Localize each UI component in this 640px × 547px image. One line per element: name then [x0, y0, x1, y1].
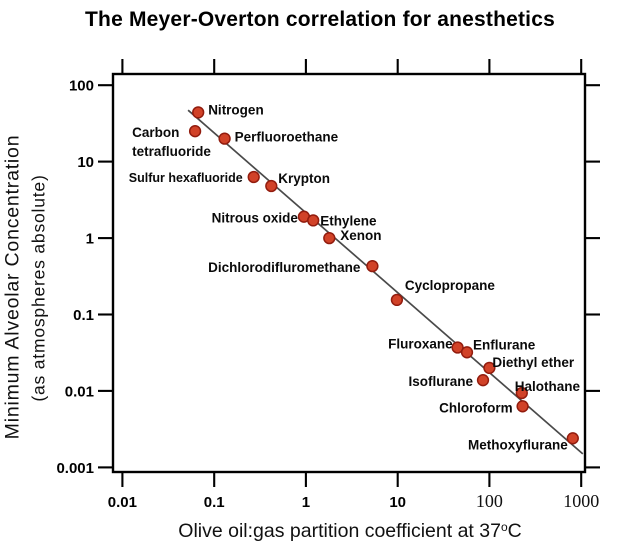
data-point-xenon [323, 231, 336, 245]
point-label-isoflurane: Isoflurane [408, 374, 473, 389]
x-axis-title-text: Olive oil:gas partition coefficient at 3… [178, 520, 501, 542]
data-point-sulfur-hexafluoride [247, 170, 260, 184]
x-axis-title: Olive oil:gas partition coefficient at 3… [110, 520, 590, 543]
x-tick-label-0-1: 0.1 [204, 494, 225, 511]
point-label-ethylene: Ethylene [320, 213, 377, 228]
y-tick-label-1: 1 [86, 231, 94, 248]
point-label-fluroxane: Fluroxane [388, 337, 453, 352]
x-tick-label-100: 100 [476, 491, 503, 511]
data-point-chloroform [516, 400, 529, 413]
data-point-cyclopropane [390, 293, 404, 307]
point-label-krypton: Krypton [278, 171, 330, 186]
point-label-carbon-tetrafluoride: Carbon [132, 125, 179, 140]
degree-symbol: o [500, 520, 508, 534]
point-label-methoxyflurane: Methoxyflurane [468, 437, 568, 452]
point-label-carbon-tetrafluoride: tetrafluoride [132, 144, 211, 159]
x-tick-label-1000: 1000 [563, 491, 599, 511]
data-point-isoflurane [476, 374, 490, 387]
y-tick-label-10: 10 [77, 154, 94, 171]
x-axis-title-unit: C [507, 520, 522, 542]
data-point-carbon-tetrafluoride [188, 125, 202, 138]
point-label-perfluoroethane: Perfluoroethane [235, 130, 339, 145]
point-label-nitrous-oxide: Nitrous oxide [212, 211, 299, 226]
data-point-dichlorodifluromethane [366, 259, 379, 273]
data-point-krypton [265, 179, 278, 193]
x-tick-label-1: 1 [302, 494, 310, 511]
point-label-dichlorodifluromethane: Dichlorodifluromethane [208, 260, 361, 275]
point-label-halothane: Halothane [515, 379, 581, 394]
y-tick-label-0-01: 0.01 [65, 383, 94, 400]
data-point-fluroxane [451, 341, 464, 354]
y-tick-label-100: 100 [69, 78, 94, 95]
data-point-diethyl-ether [483, 361, 496, 375]
data-point-enflurane [460, 346, 474, 359]
y-tick-label-0-1: 0.1 [73, 307, 94, 324]
chart-title: The Meyer-Overton correlation for anesth… [85, 8, 555, 31]
x-tick-label-10: 10 [389, 494, 406, 511]
point-label-chloroform: Chloroform [439, 400, 513, 415]
data-point-ethylene [307, 214, 320, 227]
data-point-nitrogen [192, 106, 205, 119]
x-tick-label-0-01: 0.01 [108, 494, 137, 511]
point-label-cyclopropane: Cyclopropane [405, 278, 496, 293]
data-point-perfluoroethane [218, 132, 231, 145]
point-label-xenon: Xenon [340, 228, 381, 243]
data-point-methoxyflurane [566, 432, 579, 445]
point-label-enflurane: Enflurane [473, 337, 536, 352]
point-label-nitrogen: Nitrogen [208, 102, 264, 117]
plot-border [111, 72, 587, 474]
y-tick-label-0-001: 0.001 [56, 460, 94, 477]
point-label-diethyl-ether: Diethyl ether [492, 355, 575, 370]
data-point-halothane [515, 386, 528, 400]
point-label-sulfur-hexafluoride: Sulfur hexafluoride [129, 171, 243, 185]
